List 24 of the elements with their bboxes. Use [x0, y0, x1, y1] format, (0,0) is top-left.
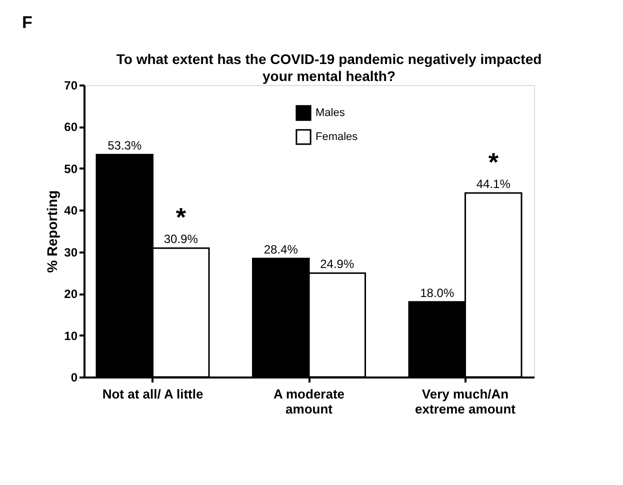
- annotation: *: [176, 202, 187, 232]
- data-label: 44.1%: [476, 177, 511, 192]
- annotation: *: [488, 147, 500, 178]
- y-tick-label: 40: [64, 204, 78, 218]
- y-tick-label: 30: [64, 245, 78, 260]
- y-tick-label: 0: [70, 370, 78, 384]
- y-tick-label: 70: [64, 78, 78, 92]
- y-tick-label: 50: [64, 162, 78, 176]
- y-tick-label: 10: [64, 328, 78, 343]
- legend-label: Males: [316, 107, 346, 119]
- y-tick-label: 20: [64, 287, 78, 302]
- text: F: [22, 13, 32, 32]
- x-tick-label: Very much/An extreme amount: [415, 386, 516, 416]
- legend-label: Females: [316, 131, 358, 143]
- data-label: 18.0%: [420, 286, 454, 300]
- y-tick-label: 60: [64, 120, 78, 134]
- data-label: 53.3%: [108, 138, 142, 153]
- data-label: 30.9%: [164, 232, 198, 246]
- chart-title: To what extent has the COVID-19 pandemic negatively impacted your mental health?: [116, 51, 542, 84]
- y-axis-title: % Reporting: [44, 190, 60, 273]
- data-label: 24.9%: [320, 257, 354, 272]
- x-tick-label: Not at all/ A little: [102, 386, 204, 402]
- x-tick-label: A moderate amount: [273, 386, 345, 416]
- data-label: 28.4%: [264, 242, 298, 257]
